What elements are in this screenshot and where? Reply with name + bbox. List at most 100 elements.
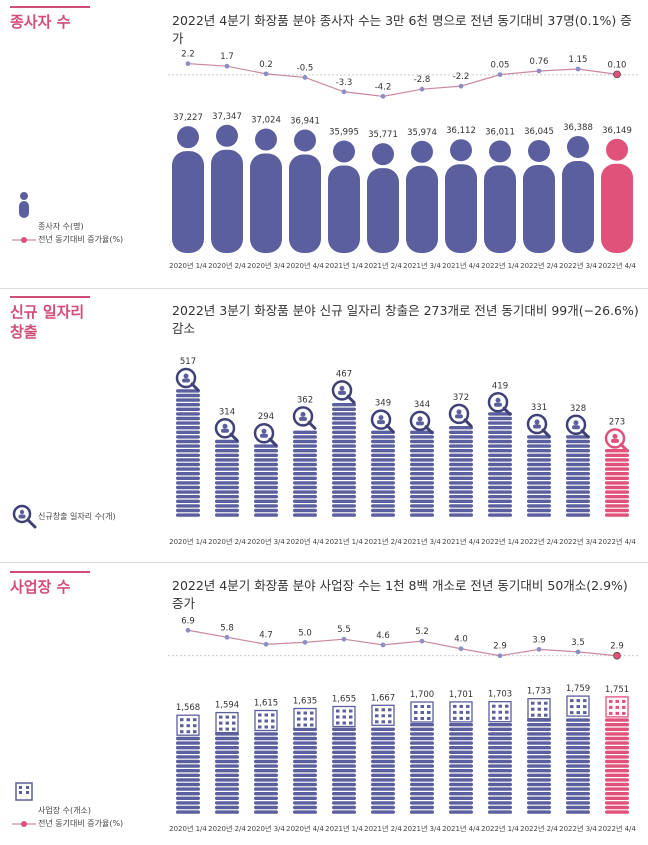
job-search-icon: [12, 504, 37, 529]
x-tick-label: 2021년 1/4: [325, 537, 363, 546]
x-tick-label: 2022년 2/4: [520, 261, 558, 270]
bar-value-label: 419: [492, 381, 508, 391]
building-icon: [254, 709, 278, 732]
section-workplaces: 사업장 수 2022년 4분기 화장품 분야 사업장 수는 1천 8백 개소로 …: [0, 565, 648, 845]
x-tick-label: 2020년 4/4: [286, 261, 324, 270]
legend-item: 종사자 수(명): [38, 222, 84, 231]
bar-value-label: 37,227: [173, 113, 203, 123]
bar-value-label: 1,751: [605, 685, 629, 695]
bar-value-label: 1,701: [449, 690, 473, 700]
bar-value-label: 517: [180, 357, 196, 367]
building-icon: [371, 704, 395, 726]
bar-value-label: 1,667: [371, 693, 395, 703]
workplace-bar: [605, 718, 629, 814]
person-bar: [445, 139, 477, 253]
rate-label: 2.9: [610, 642, 624, 652]
rate-point: [380, 93, 386, 99]
bar-value-label: 1,594: [215, 701, 239, 711]
x-tick-label: 2021년 2/4: [364, 824, 402, 833]
rate-point: [419, 638, 425, 644]
job-bar: [332, 403, 356, 517]
x-tick-label: 2020년 2/4: [208, 824, 246, 833]
section-title: 사업장 수: [10, 578, 71, 596]
x-tick-label: 2021년 1/4: [325, 824, 363, 833]
person-bar: [289, 129, 321, 253]
building-icon: [605, 696, 629, 718]
person-bar: [484, 140, 516, 253]
divider: [0, 288, 648, 289]
building-icon: [566, 695, 590, 717]
rate-label: -0.5: [297, 63, 314, 73]
bar-value-label: 35,974: [407, 128, 437, 138]
x-tick-label: 2022년 4/4: [598, 824, 636, 833]
x-tick-label: 2020년 2/4: [208, 261, 246, 270]
job-search-icon: [565, 414, 590, 439]
building-icon: [215, 711, 239, 734]
job-bar: [215, 439, 239, 517]
job-search-icon: [526, 413, 551, 438]
bar-value-label: 1,733: [527, 687, 551, 697]
legend: 신규창출 일자리 수(개): [10, 502, 116, 530]
rate-point: [263, 71, 269, 77]
section-title: 종사자 수: [10, 13, 71, 31]
rate-point: [185, 61, 191, 67]
job-search-icon: [175, 367, 200, 392]
person-bar: [172, 126, 204, 253]
x-tick-label: 2020년 1/4: [169, 261, 207, 270]
workplace-bar: [410, 723, 434, 814]
rate-point: [497, 72, 503, 78]
x-tick-label: 2022년 2/4: [520, 824, 558, 833]
rate-label: 5.2: [415, 627, 429, 637]
bar-value-label: 362: [297, 395, 313, 405]
rate-label: 1.15: [569, 55, 588, 65]
line-marker-icon: [12, 236, 36, 243]
bar-value-label: 331: [531, 403, 547, 413]
bar-value-label: 36,112: [446, 126, 476, 136]
section-employees: 종사자 수 2022년 4분기 화장품 분야 종사자 수는 3만 6천 명으로 …: [0, 0, 648, 285]
bar-value-label: 314: [219, 407, 235, 417]
building-icon: [293, 707, 317, 730]
rate-label: 1.7: [220, 52, 234, 62]
section-accent-bar: [10, 296, 90, 298]
bar-value-label: 349: [375, 399, 391, 409]
rate-label: -3.3: [336, 78, 353, 88]
bar-value-label: 36,388: [563, 123, 593, 133]
rate-label: -4.2: [375, 82, 392, 92]
x-tick-label: 2021년 4/4: [442, 537, 480, 546]
section-headline: 2022년 3분기 화장품 분야 신규 일자리 창출은 273개로 전년 동기대…: [172, 303, 639, 336]
rate-point: [302, 75, 308, 80]
divider: [0, 562, 648, 563]
job-search-icon: [292, 406, 317, 430]
job-search-icon: [214, 418, 239, 442]
rate-line: [187, 63, 618, 97]
x-tick-label: 2021년 4/4: [442, 261, 480, 270]
rate-label: -2.8: [414, 75, 431, 85]
legend-item: 전년 동기대비 증가율(%): [38, 235, 124, 244]
bar-value-label: 36,011: [485, 127, 515, 137]
section-title: 신규 일자리 창출: [10, 303, 85, 341]
x-tick-label: 2022년 4/4: [598, 261, 636, 270]
x-tick-label: 2022년 2/4: [520, 537, 558, 546]
section-accent-bar: [10, 571, 90, 573]
x-tick-label: 2020년 1/4: [169, 824, 207, 833]
section-headline: 2022년 4분기 화장품 분야 사업장 수는 1천 8백 개소로 전년 동기대…: [172, 578, 628, 611]
x-tick-label: 2020년 4/4: [286, 824, 324, 833]
bar-value-label: 35,995: [329, 128, 359, 138]
job-search-icon: [370, 409, 395, 434]
x-tick-label: 2021년 4/4: [442, 824, 480, 833]
rate-label: 4.0: [454, 635, 468, 645]
rate-label: 5.8: [220, 623, 234, 633]
job-bar: [605, 449, 629, 517]
x-tick-label: 2022년 3/4: [559, 537, 597, 546]
rate-point: [341, 636, 347, 642]
bar-value-label: 344: [414, 400, 430, 410]
building-icon: [176, 714, 200, 736]
rate-line: [187, 629, 618, 657]
bar-value-label: 35,771: [368, 130, 398, 140]
section-accent-bar: [10, 6, 90, 8]
job-search-icon: [253, 422, 278, 447]
rate-label: -2.2: [453, 72, 470, 82]
x-tick-label: 2020년 3/4: [247, 537, 285, 546]
building-icon: [15, 782, 33, 801]
rate-point: [419, 86, 425, 92]
